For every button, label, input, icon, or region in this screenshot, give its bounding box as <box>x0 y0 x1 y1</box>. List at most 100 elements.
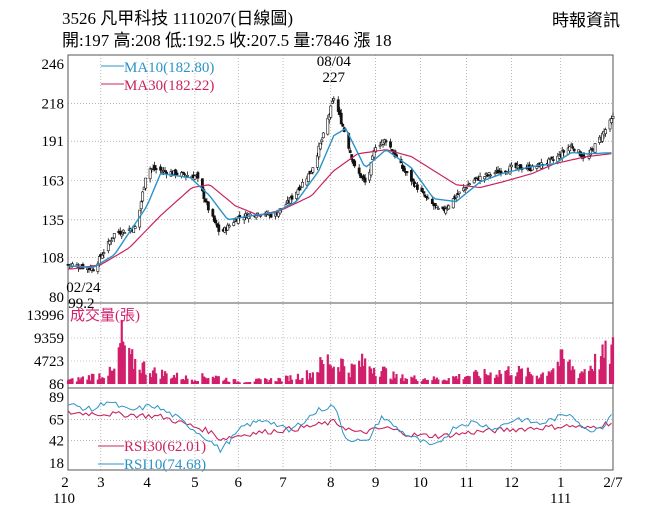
candle-body <box>336 99 340 112</box>
volume-bar <box>390 379 394 384</box>
volume-bar <box>496 376 500 384</box>
volume-bar <box>570 370 573 384</box>
price-tick-label: 246 <box>42 57 65 73</box>
volume-bar <box>111 370 114 384</box>
volume-bar <box>458 373 461 384</box>
volume-bar <box>577 377 580 384</box>
candle-body <box>296 189 300 195</box>
volume-bar <box>129 354 132 384</box>
volume-bar <box>154 373 158 384</box>
volume-bar <box>213 378 216 384</box>
source-label: 時報資訊 <box>552 11 620 30</box>
volume-bar <box>582 372 585 384</box>
candle-body <box>475 176 479 179</box>
volume-bar <box>447 378 450 384</box>
volume-bar <box>101 377 104 384</box>
candle-body <box>484 173 488 176</box>
volume-bar <box>549 372 552 384</box>
volume-bar <box>181 378 185 384</box>
x-tick-label: 2/7 <box>603 475 623 491</box>
volume-bar <box>495 374 498 384</box>
volume-bar <box>526 367 529 384</box>
volume-bar <box>370 368 373 384</box>
volume-bar <box>140 373 143 384</box>
volume-bar <box>66 380 70 384</box>
volume-bar <box>77 377 80 384</box>
volume-bar <box>592 371 595 384</box>
volume-bar <box>102 378 105 384</box>
volume-bar <box>608 363 612 384</box>
volume-bar <box>263 378 267 384</box>
volume-bar <box>228 381 231 384</box>
rsi10-line <box>67 401 612 454</box>
volume-bar <box>131 349 134 384</box>
volume-bar <box>372 367 376 384</box>
volume-bar <box>484 374 488 384</box>
volume-bar <box>234 379 237 384</box>
volume-bar <box>232 379 235 384</box>
candle-body <box>121 229 125 233</box>
volume-bar <box>171 377 174 384</box>
candle-body <box>181 171 185 174</box>
candle-body <box>598 136 601 143</box>
volume-bar <box>476 371 479 384</box>
volume-bar <box>368 366 371 384</box>
candle-body <box>120 233 124 237</box>
volume-bar <box>222 380 225 384</box>
candle-body <box>435 205 439 208</box>
candle-body <box>444 208 448 214</box>
volume-bar <box>414 379 418 384</box>
candle-body <box>232 222 236 226</box>
rsi-tick-label: 89 <box>49 390 64 406</box>
volume-bar <box>562 358 565 384</box>
candle-body <box>465 187 469 189</box>
volume-bar <box>567 361 570 384</box>
candle-body <box>186 175 189 177</box>
volume-bar <box>402 381 406 384</box>
volume-bar <box>122 341 125 384</box>
volume-bar <box>110 370 113 384</box>
volume-bar <box>87 375 91 384</box>
candle-body <box>254 215 258 219</box>
candle-body <box>102 252 106 255</box>
volume-bar <box>392 371 395 384</box>
candle-body <box>572 148 576 152</box>
volume-bar <box>341 359 344 384</box>
volume-bar <box>483 368 486 384</box>
volume-bar <box>426 379 429 384</box>
volume-bar <box>322 364 325 384</box>
volume-bar <box>217 376 220 384</box>
volume-tick-label: 86 <box>49 377 65 393</box>
low-date-annotation: 02/24 <box>66 280 101 296</box>
volume-bar <box>90 373 93 384</box>
price-tick-label: 163 <box>42 174 65 190</box>
volume-bar <box>599 356 603 384</box>
volume-bar <box>547 371 550 384</box>
candle-body <box>154 168 158 170</box>
volume-bar <box>499 373 503 384</box>
volume-bar <box>175 372 179 384</box>
candle-body <box>611 116 615 119</box>
volume-bar <box>416 380 419 384</box>
ma30-line <box>68 149 612 270</box>
volume-bar <box>305 370 309 384</box>
volume-bar <box>80 377 83 384</box>
volume-bar <box>383 366 386 384</box>
volume-bar <box>528 371 531 384</box>
volume-bar <box>529 374 532 384</box>
volume-bar <box>347 372 350 384</box>
volume-bar <box>404 378 407 384</box>
candle-body <box>200 178 204 192</box>
volume-tick-label: 9359 <box>34 331 64 347</box>
volume-bar <box>431 380 434 384</box>
volume-bar <box>238 382 241 384</box>
x-tick-label: 3 <box>97 475 105 491</box>
candle-body <box>315 155 319 168</box>
volume-bar <box>149 373 152 384</box>
volume-bar <box>510 375 513 384</box>
candle-body <box>175 172 179 176</box>
candle-body <box>326 118 330 135</box>
candle-body <box>112 233 116 239</box>
volume-bar <box>301 377 304 384</box>
volume-bar <box>75 381 79 384</box>
